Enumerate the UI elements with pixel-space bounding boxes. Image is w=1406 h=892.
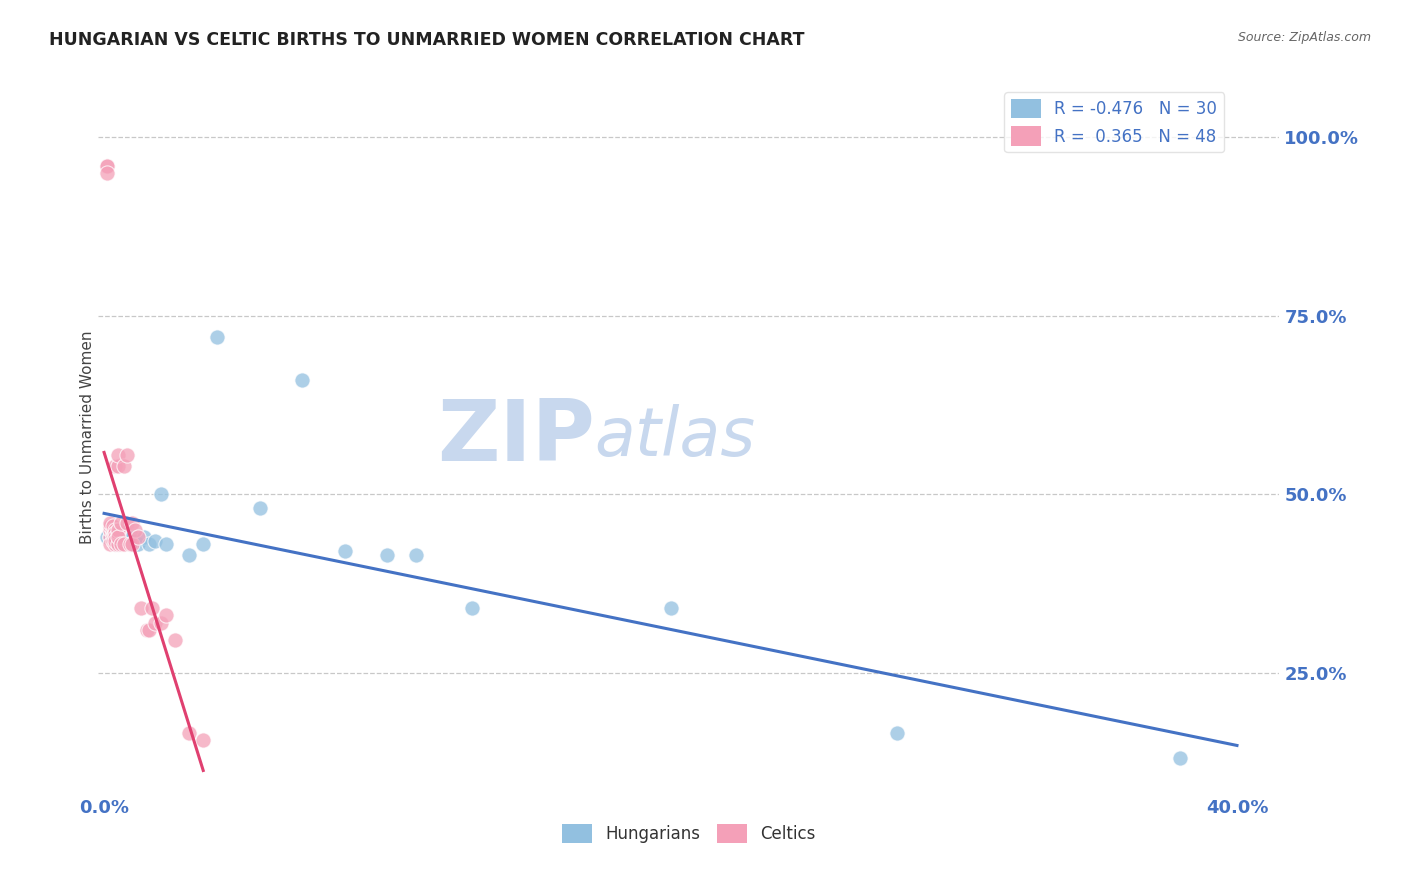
Point — [96, 159, 118, 173]
Point — [107, 533, 129, 548]
Point — [104, 537, 127, 551]
Point — [135, 623, 157, 637]
Point — [101, 533, 124, 548]
Point — [138, 537, 160, 551]
Point — [107, 526, 129, 541]
Text: atlas: atlas — [595, 404, 755, 470]
Point — [101, 533, 124, 548]
Point — [333, 544, 356, 558]
Point — [98, 516, 121, 530]
Point — [1168, 751, 1191, 765]
Point — [163, 633, 186, 648]
Point — [149, 615, 172, 630]
Point — [124, 523, 146, 537]
Point — [115, 533, 138, 548]
Point — [107, 523, 129, 537]
Point — [193, 537, 215, 551]
Point — [207, 330, 229, 344]
Point — [129, 601, 152, 615]
Point — [118, 537, 141, 551]
Point — [461, 601, 484, 615]
Point — [155, 537, 177, 551]
Point — [127, 530, 149, 544]
Point — [886, 726, 908, 740]
Point — [193, 733, 215, 747]
Point — [101, 526, 124, 541]
Point — [118, 537, 141, 551]
Text: ZIP: ZIP — [437, 395, 595, 479]
Point — [291, 373, 314, 387]
Point — [98, 523, 121, 537]
Point — [405, 548, 427, 562]
Point — [107, 458, 129, 473]
Point — [96, 166, 118, 180]
Point — [98, 537, 121, 551]
Point — [177, 726, 200, 740]
Point — [138, 623, 160, 637]
Point — [107, 537, 129, 551]
Point — [149, 487, 172, 501]
Point — [104, 537, 127, 551]
Point — [104, 526, 127, 541]
Text: Source: ZipAtlas.com: Source: ZipAtlas.com — [1237, 31, 1371, 45]
Point — [110, 537, 132, 551]
Point — [375, 548, 398, 562]
Point — [98, 519, 121, 533]
Point — [107, 448, 129, 462]
Point — [101, 523, 124, 537]
Point — [98, 530, 121, 544]
Point — [115, 448, 138, 462]
Point — [96, 159, 118, 173]
Legend: Hungarians, Celtics: Hungarians, Celtics — [555, 817, 823, 850]
Point — [141, 601, 163, 615]
Point — [127, 537, 149, 551]
Point — [121, 516, 143, 530]
Y-axis label: Births to Unmarried Women: Births to Unmarried Women — [80, 330, 94, 544]
Point — [112, 530, 135, 544]
Point — [107, 537, 129, 551]
Point — [112, 537, 135, 551]
Point — [104, 533, 127, 548]
Point — [107, 530, 129, 544]
Point — [101, 519, 124, 533]
Point — [659, 601, 682, 615]
Text: HUNGARIAN VS CELTIC BIRTHS TO UNMARRIED WOMEN CORRELATION CHART: HUNGARIAN VS CELTIC BIRTHS TO UNMARRIED … — [49, 31, 804, 49]
Point — [101, 530, 124, 544]
Point — [155, 608, 177, 623]
Point — [104, 530, 127, 544]
Point — [104, 523, 127, 537]
Point — [98, 530, 121, 544]
Point — [249, 501, 271, 516]
Point — [101, 526, 124, 541]
Point — [104, 526, 127, 541]
Point — [110, 533, 132, 548]
Point — [121, 530, 143, 544]
Point — [124, 533, 146, 548]
Point — [110, 516, 132, 530]
Point — [143, 533, 166, 548]
Point — [132, 530, 155, 544]
Point — [112, 458, 135, 473]
Point — [96, 530, 118, 544]
Point — [177, 548, 200, 562]
Point — [115, 516, 138, 530]
Point — [104, 458, 127, 473]
Point — [143, 615, 166, 630]
Point — [121, 537, 143, 551]
